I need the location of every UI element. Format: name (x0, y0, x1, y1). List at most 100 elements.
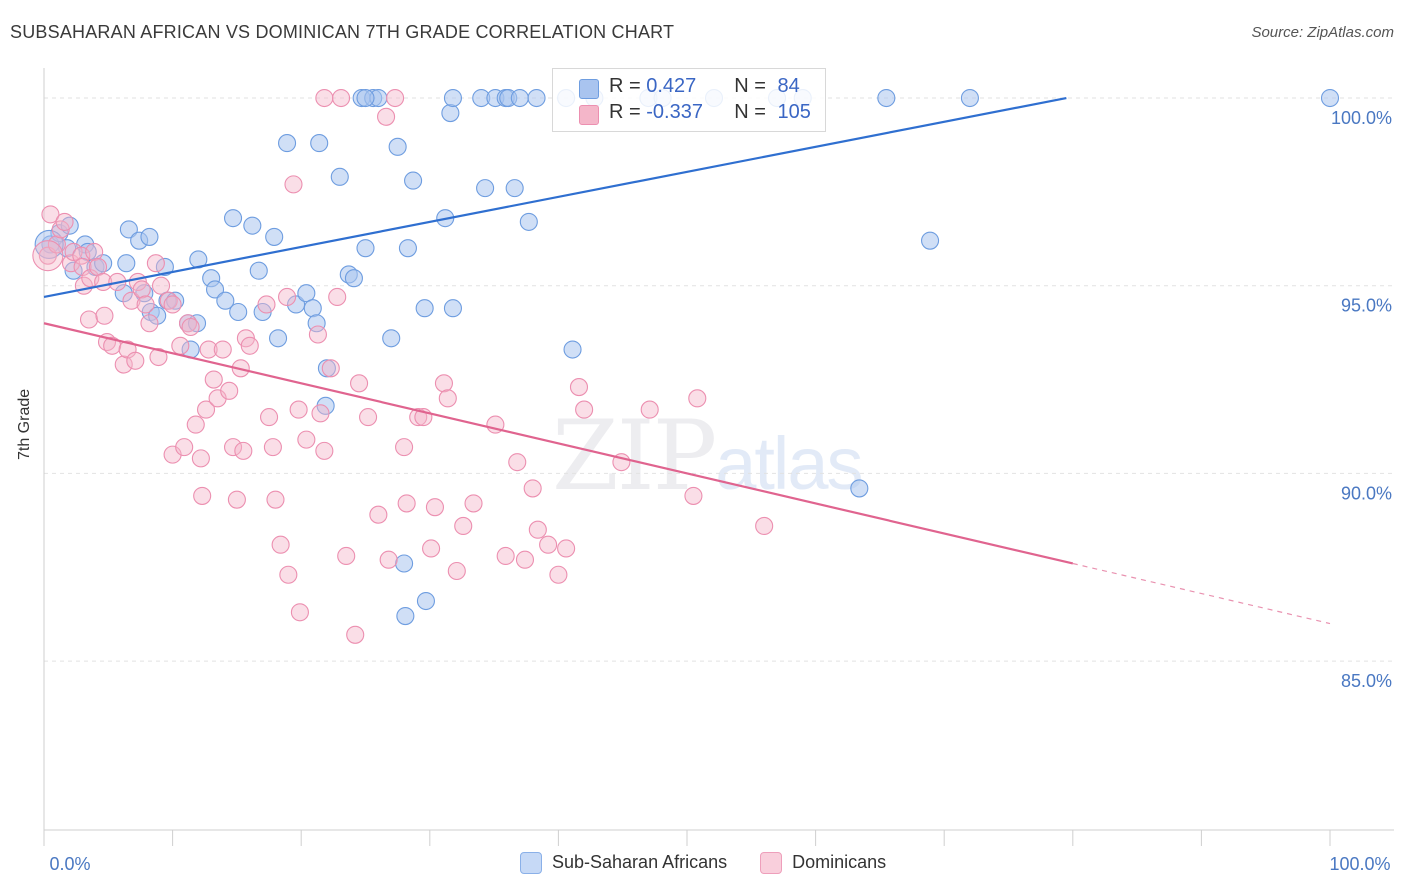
data-point-sub-saharan (382, 329, 401, 348)
data-point-dominicans (151, 276, 171, 295)
data-point-sub-saharan (114, 284, 133, 303)
data-point-sub-saharan (155, 257, 174, 276)
data-point-dominicans (181, 317, 200, 337)
data-point-sub-saharan (443, 88, 462, 108)
data-point-dominicans (508, 453, 527, 472)
data-point-sub-saharan (205, 280, 225, 299)
legend-swatch-blue (579, 79, 599, 99)
data-point-dominicans (199, 340, 218, 359)
axes (43, 68, 1394, 846)
data-point-dominicans (266, 490, 285, 509)
data-point-dominicans (61, 254, 81, 273)
data-point-dominicans (397, 494, 416, 513)
data-point-sub-saharan (404, 171, 423, 190)
legend-swatch-pink (760, 852, 783, 875)
data-point-dominicans (297, 430, 316, 449)
data-point-dominicans (369, 505, 388, 524)
n-value: 84 (777, 75, 800, 97)
data-point-dominicans (103, 336, 122, 355)
y-tick-label: 95.0% (1341, 296, 1392, 316)
watermark-atlas: atlas (715, 422, 863, 505)
data-point-dominicans (163, 295, 182, 314)
data-point-dominicans (290, 603, 309, 622)
r-label: R = (609, 101, 647, 123)
data-point-sub-saharan (148, 306, 167, 325)
data-point-dominicans (315, 441, 334, 460)
data-point-dominicans (196, 400, 216, 419)
data-point-dominicans (528, 520, 547, 539)
data-point-dominicans (496, 546, 515, 566)
data-point-dominicans (684, 486, 703, 505)
data-point-dominicans (55, 212, 74, 231)
data-point-dominicans (140, 314, 159, 333)
watermark-zip: ZIP (552, 400, 717, 512)
data-point-dominicans (409, 408, 428, 427)
data-point-dominicans (438, 389, 457, 408)
y-tick-label: 100.0% (1331, 108, 1392, 128)
legend-label: Sub-Saharan Africans (552, 852, 728, 873)
data-point-sub-saharan (344, 269, 363, 288)
data-point-dominicans (328, 287, 347, 307)
data-point-sub-saharan (388, 137, 407, 156)
data-point-dominicans (85, 242, 104, 261)
data-point-dominicans (132, 280, 151, 299)
data-point-dominicans (315, 88, 334, 108)
data-point-dominicans (346, 625, 365, 644)
data-point-sub-saharan (416, 591, 435, 611)
data-point-sub-saharan (297, 284, 316, 303)
source-label: Source: ZipAtlas.com (1251, 24, 1394, 41)
data-point-dominicans (395, 438, 414, 457)
chart-title: SUBSAHARAN AFRICAN VS DOMINICAN 7TH GRAD… (10, 22, 675, 42)
data-point-dominicans (539, 535, 558, 554)
data-point-dominicans (41, 205, 60, 224)
data-point-dominicans (308, 325, 327, 344)
data-point-dominicans (688, 389, 707, 408)
data-point-dominicans (575, 400, 594, 419)
data-point-sub-saharan (476, 179, 495, 198)
data-point-sub-saharan (563, 340, 582, 359)
data-point-sub-saharan (265, 227, 284, 246)
data-point-dominicans (227, 490, 246, 509)
data-point-dominicans (284, 175, 303, 194)
trendline-dominicans-extension (1072, 562, 1331, 625)
data-point-sub-saharan (960, 88, 979, 108)
data-point-dominicans (126, 351, 145, 370)
data-point-sub-saharan (249, 261, 268, 280)
legend-item-dominicans[interactable]: Dominicans (760, 852, 886, 875)
data-point-dominicans (186, 415, 205, 434)
data-point-sub-saharan (1320, 88, 1340, 108)
data-point-dominicans (332, 88, 351, 108)
data-point-dominicans (425, 498, 444, 517)
trendline-sub-saharan (43, 96, 1067, 299)
data-point-sub-saharan (119, 220, 138, 239)
data-point-sub-saharan (850, 479, 869, 498)
data-point-dominicans (234, 441, 253, 460)
data-point-dominicans (220, 381, 239, 400)
data-point-sub-saharan (396, 606, 415, 626)
legend-swatch-pink (579, 105, 599, 125)
data-point-dominicans (447, 561, 466, 581)
data-point-sub-saharan (519, 212, 538, 231)
data-point-dominicans (569, 378, 589, 397)
data-point-sub-saharan (527, 88, 546, 108)
y-tick-label: 90.0% (1341, 483, 1392, 503)
data-point-dominicans (175, 438, 194, 457)
data-point-dominicans (271, 535, 290, 554)
data-point-dominicans (386, 88, 405, 108)
data-point-sub-saharan (303, 299, 322, 318)
data-point-dominicans (146, 254, 165, 273)
data-point-sub-saharan (229, 302, 248, 322)
x-tick-label: 0.0% (49, 854, 90, 874)
data-point-sub-saharan (505, 179, 524, 198)
legend-item-sub-saharan[interactable]: Sub-Saharan Africans (520, 852, 728, 875)
data-point-dominicans (204, 370, 223, 389)
data-point-sub-saharan (34, 229, 64, 259)
data-point-dominicans (193, 486, 212, 505)
data-point-sub-saharan (216, 291, 235, 310)
data-point-dominicans (149, 347, 168, 367)
data-point-dominicans (223, 438, 243, 457)
data-point-sub-saharan (395, 554, 414, 573)
data-point-sub-saharan (243, 216, 262, 235)
series-legend: Sub-Saharan Africans Dominicans (520, 852, 914, 875)
